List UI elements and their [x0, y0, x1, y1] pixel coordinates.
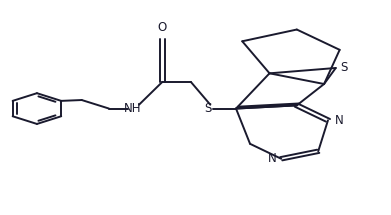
- Text: N: N: [335, 114, 343, 127]
- Text: NH: NH: [124, 102, 141, 115]
- Text: S: S: [204, 102, 212, 115]
- Text: O: O: [158, 21, 167, 34]
- Text: S: S: [340, 61, 347, 74]
- Text: N: N: [268, 152, 277, 165]
